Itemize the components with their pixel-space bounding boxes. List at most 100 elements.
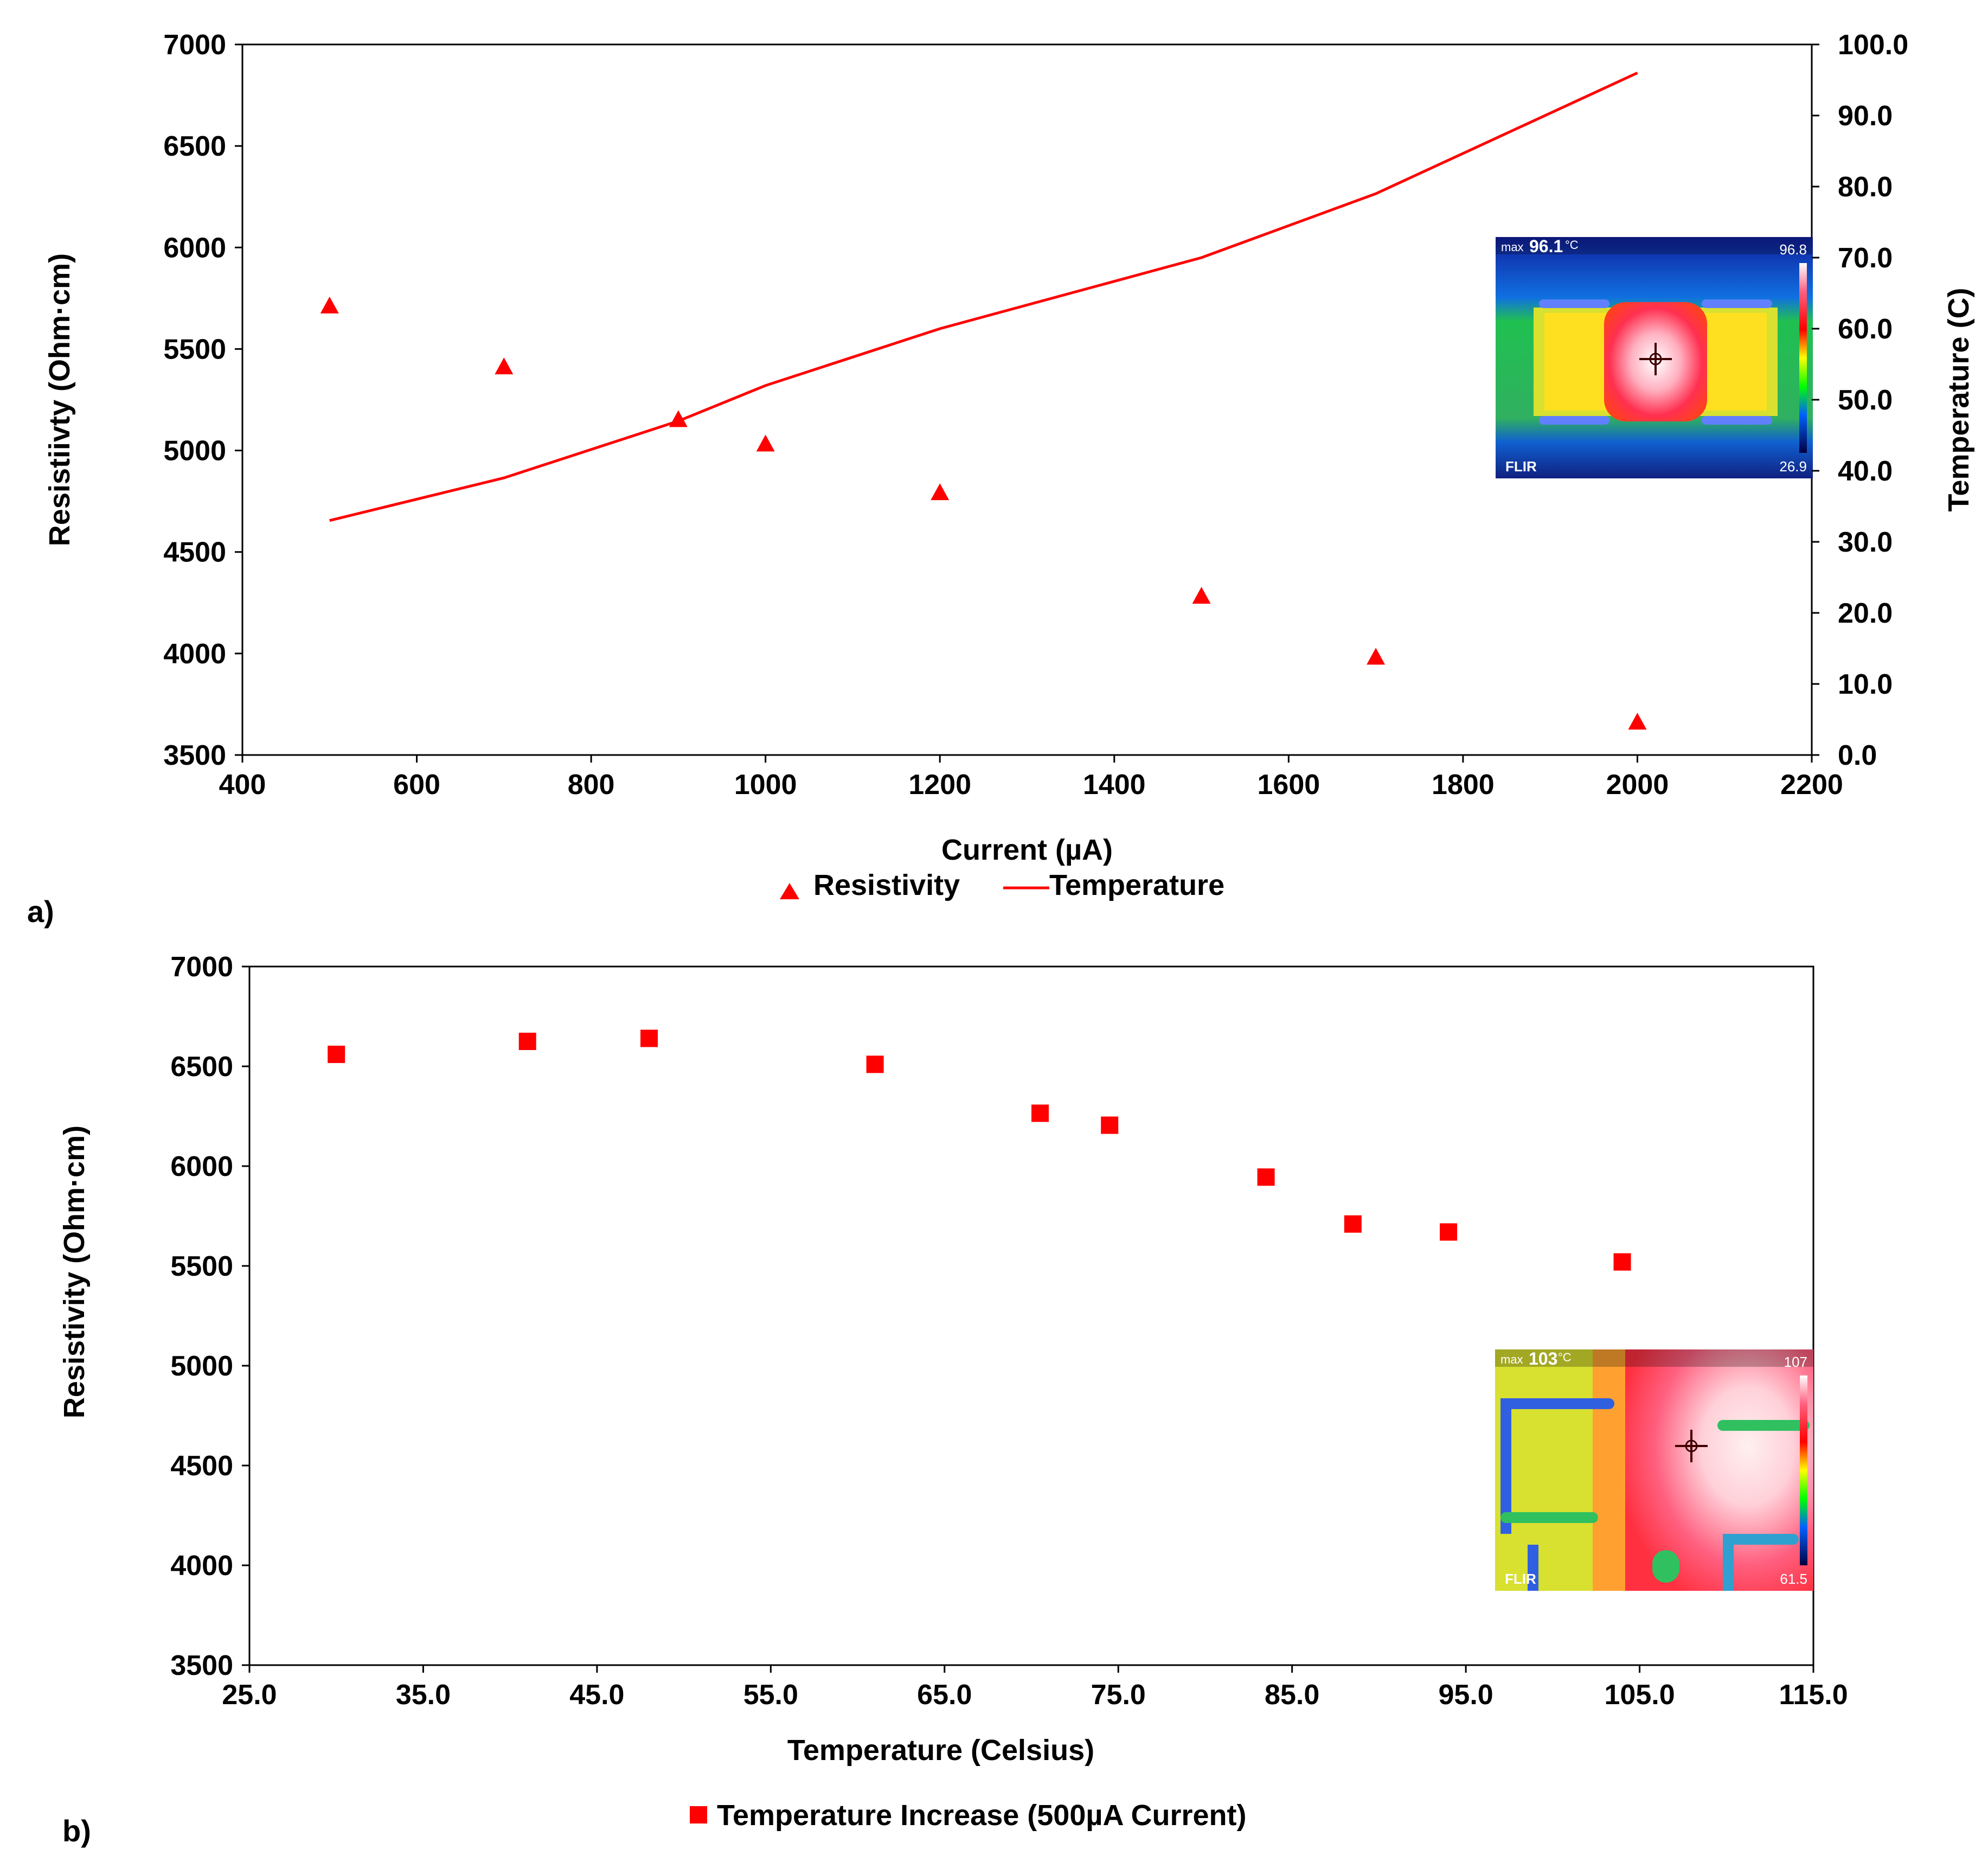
- y-tick-label: 6500: [170, 1051, 233, 1083]
- x-tick-label: 75.0: [1091, 1679, 1146, 1711]
- y-tick-label: 3500: [163, 740, 226, 771]
- panel-a-label: a): [27, 894, 54, 929]
- legend-temperature-label: Temperature: [1049, 869, 1224, 901]
- y-tick-label: 6000: [170, 1151, 233, 1182]
- panel-a-y-axis-title: Resistiivty (Ohm·cm): [43, 253, 76, 546]
- thermal-b-unit: °C: [1558, 1351, 1572, 1364]
- panel-b-x-axis-title: Temperature (Celsius): [787, 1734, 1094, 1767]
- temperature-increase-point: [1257, 1168, 1275, 1186]
- temperature-increase-point: [1440, 1223, 1458, 1241]
- panel-a-x-axis-title: Current (µA): [941, 834, 1113, 866]
- thermal-a-max-prefix: max: [1501, 240, 1524, 254]
- x-tick-label: 1000: [734, 769, 797, 801]
- panel-a: max 96.1 °C 96.8 26.9 FLIR 3500 4000 4500 5…: [27, 29, 1975, 929]
- thermal-a-color-scale: [1799, 263, 1807, 453]
- y2-tick-label: 10.0: [1838, 669, 1893, 700]
- y2-tick-label: 60.0: [1838, 313, 1893, 345]
- x-tick-label: 55.0: [743, 1679, 798, 1711]
- thermal-a-brand-logo: FLIR: [1505, 458, 1537, 475]
- y-tick-label: 5500: [163, 334, 226, 365]
- crosshair-icon: [1639, 343, 1672, 375]
- x-tick-label: 1400: [1083, 769, 1146, 801]
- panel-b-legend: Temperature Increase (500µA Current): [690, 1799, 1246, 1832]
- y2-tick-label: 90.0: [1838, 100, 1893, 132]
- panel-b-marks: [328, 1029, 1631, 1271]
- panel-a-marks: [320, 72, 1647, 730]
- panel-a-x-axis-ticks: 400 600 800 1000 1200 1400 1600 1800 2000 2200: [219, 755, 1843, 801]
- temperature-increase-point: [328, 1045, 345, 1063]
- x-tick-label: 105.0: [1604, 1679, 1675, 1711]
- thermal-b-scale-low: 61.5: [1780, 1571, 1807, 1587]
- x-tick-label: 400: [219, 769, 266, 801]
- temperature-increase-point: [1344, 1215, 1362, 1233]
- x-tick-label: 2000: [1606, 769, 1669, 801]
- x-tick-label: 35.0: [396, 1679, 451, 1711]
- y2-tick-label: 20.0: [1838, 598, 1893, 629]
- x-tick-label: 1800: [1432, 769, 1495, 801]
- y2-tick-label: 30.0: [1838, 527, 1893, 558]
- x-tick-label: 95.0: [1439, 1679, 1493, 1711]
- temperature-increase-point: [518, 1033, 536, 1050]
- y-tick-label: 5500: [170, 1251, 233, 1282]
- y-tick-label: 7000: [163, 29, 226, 61]
- legend-square-icon: [690, 1806, 707, 1823]
- x-tick-label: 65.0: [917, 1679, 972, 1711]
- thermal-image-b: max 103 °C 107 61.5 FLIR: [1495, 1349, 1813, 1591]
- panel-a-y2-axis-title: Temperature (C): [1942, 287, 1975, 511]
- y2-tick-label: 70.0: [1838, 242, 1893, 274]
- x-tick-label: 1600: [1257, 769, 1320, 801]
- legend-triangle-icon: [780, 883, 799, 899]
- x-tick-label: 600: [393, 769, 440, 801]
- thermal-b-scale-high: 107: [1784, 1354, 1807, 1370]
- legend-resistivity-label: Resistivity: [813, 869, 960, 901]
- resistivity-point: [756, 434, 775, 452]
- panel-b-y-axis-title: Resistivity (Ohm·cm): [58, 1125, 91, 1418]
- panel-b: max 103 °C 107 61.5 FLIR 3500 4000 4500 500…: [58, 951, 1848, 1848]
- y-tick-label: 5000: [170, 1351, 233, 1382]
- resistivity-point: [931, 483, 950, 501]
- x-tick-label: 25.0: [222, 1679, 277, 1711]
- y-tick-label: 5000: [163, 436, 226, 467]
- panel-a-left-axis-ticks: 3500 4000 4500 5000 5500 6000 6500 7000: [163, 29, 242, 771]
- resistivity-point: [1192, 587, 1211, 604]
- y-tick-label: 4000: [170, 1550, 233, 1582]
- y-tick-label: 3500: [170, 1650, 233, 1681]
- legend-temperature-increase-label: Temperature Increase (500µA Current): [717, 1799, 1246, 1832]
- panel-b-label: b): [62, 1814, 91, 1848]
- resistivity-point: [1628, 713, 1647, 730]
- x-tick-label: 1200: [908, 769, 971, 801]
- x-tick-label: 800: [568, 769, 615, 801]
- temperature-increase-point: [1031, 1104, 1049, 1122]
- thermal-a-max-value: 96.1: [1529, 236, 1563, 256]
- y-tick-label: 4500: [170, 1450, 233, 1482]
- y-tick-label: 6500: [163, 131, 226, 162]
- crosshair-icon: [1675, 1430, 1708, 1462]
- x-tick-label: 85.0: [1265, 1679, 1319, 1711]
- y2-tick-label: 100.0: [1838, 29, 1908, 61]
- temperature-increase-point: [866, 1055, 884, 1073]
- panel-a-right-axis-ticks: 0.0 10.0 20.0 30.0 40.0 50.0 60.0 70.0 80.0 90.0 1…: [1812, 29, 1908, 771]
- x-tick-label: 2200: [1780, 769, 1843, 801]
- panel-b-left-axis-ticks: 3500 4000 4500 5000 5500 6000 6500 7000: [170, 951, 249, 1681]
- panel-a-legend: Resistivity Temperature: [780, 869, 1224, 901]
- resistivity-point: [669, 410, 688, 427]
- y2-tick-label: 0.0: [1838, 740, 1877, 771]
- thermal-a-scale-high: 96.8: [1779, 241, 1807, 258]
- y-tick-label: 4000: [163, 638, 226, 670]
- x-tick-label: 115.0: [1779, 1679, 1848, 1711]
- resistivity-point: [1367, 648, 1386, 665]
- y2-tick-label: 40.0: [1838, 456, 1893, 487]
- y-tick-label: 7000: [170, 951, 233, 983]
- resistivity-point: [495, 357, 514, 375]
- x-tick-label: 45.0: [569, 1679, 624, 1711]
- y2-tick-label: 50.0: [1838, 385, 1893, 416]
- resistivity-point: [320, 296, 339, 313]
- y-tick-label: 6000: [163, 232, 226, 264]
- thermal-b-max-prefix: max: [1500, 1353, 1523, 1366]
- thermal-a-unit: °C: [1565, 238, 1579, 252]
- temperature-increase-point: [640, 1029, 658, 1047]
- thermal-a-scale-low: 26.9: [1779, 458, 1807, 475]
- temperature-increase-point: [1101, 1116, 1119, 1134]
- y2-tick-label: 80.0: [1838, 171, 1893, 203]
